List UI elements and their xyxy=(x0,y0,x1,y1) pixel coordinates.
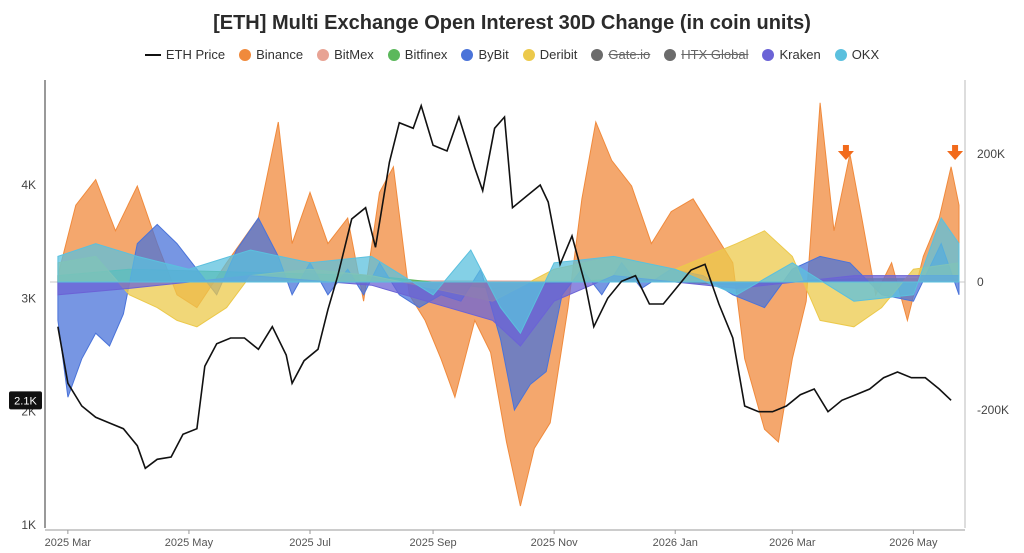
legend-swatch xyxy=(522,48,535,61)
legend-label: ByBit xyxy=(478,47,509,62)
legend-label: OKX xyxy=(851,47,880,62)
current-price-label: 2.1K xyxy=(14,395,37,407)
legend-swatch xyxy=(762,48,775,61)
legend-item-bybit[interactable]: ByBit xyxy=(461,47,509,62)
legend-swatch xyxy=(317,48,330,61)
legend-label: ETH Price xyxy=(165,47,226,62)
left-tick-label: 3K xyxy=(21,291,36,305)
x-tick-label: 2026 Jan xyxy=(653,537,698,549)
legend-swatch xyxy=(461,48,474,61)
legend-swatch xyxy=(591,48,604,61)
arrow-marker-stem xyxy=(952,145,959,151)
legend-swatch xyxy=(144,53,161,56)
series-area-okx xyxy=(57,216,960,335)
legend-label: Binance xyxy=(256,47,304,62)
legend-item-eth-price[interactable]: ETH Price xyxy=(144,47,226,62)
legend-label: Deribit xyxy=(539,47,578,62)
legend-label: Gate.io xyxy=(608,47,651,62)
x-tick-label: 2025 Mar xyxy=(45,537,92,549)
legend-swatch xyxy=(387,48,400,61)
arrow-marker-2 xyxy=(947,145,964,160)
legend-item-bitfinex[interactable]: Bitfinex xyxy=(387,47,448,62)
x-tick-label: 2025 Nov xyxy=(531,537,579,549)
area-series-group xyxy=(57,102,960,507)
current-price-badge xyxy=(9,391,42,410)
legend-swatch xyxy=(834,48,847,61)
legend: ETH Price Binance BitMex Bitfinex ByBit Derib… xyxy=(0,47,1024,62)
x-tick-label: 2025 Jul xyxy=(289,537,331,549)
legend-label: Bitfinex xyxy=(404,47,448,62)
legend-label: HTX Global xyxy=(681,47,749,62)
right-tick-label: 0 xyxy=(977,275,984,289)
x-tick-label: 2025 Sep xyxy=(410,537,457,549)
left-tick-label: 1K xyxy=(21,518,36,532)
legend-item-deribit[interactable]: Deribit xyxy=(522,47,578,62)
right-tick-label: -200K xyxy=(977,403,1009,417)
left-tick-label: 4K xyxy=(21,178,36,192)
x-tick-label: 2025 May xyxy=(165,537,214,549)
right-tick-label: 200K xyxy=(977,147,1005,161)
legend-swatch xyxy=(664,48,677,61)
legend-item-gate-io[interactable]: Gate.io xyxy=(591,47,650,62)
legend-item-htx-global[interactable]: HTX Global xyxy=(664,47,748,62)
legend-item-kraken[interactable]: Kraken xyxy=(762,47,821,62)
x-tick-label: 2026 Mar xyxy=(769,537,816,549)
chart-title: [ETH] Multi Exchange Open Interest 30D C… xyxy=(213,12,811,34)
legend-item-okx[interactable]: OKX xyxy=(834,47,880,62)
arrow-marker-1 xyxy=(837,145,854,160)
legend-label: Kraken xyxy=(779,47,821,62)
legend-item-bitmex[interactable]: BitMex xyxy=(317,47,374,62)
arrow-marker-stem xyxy=(842,145,849,151)
arrow-marker-head xyxy=(947,151,964,160)
arrow-marker-head xyxy=(837,151,854,160)
eth-price-line xyxy=(57,103,952,470)
legend-item-binance[interactable]: Binance xyxy=(239,47,303,62)
legend-label: BitMex xyxy=(334,47,374,62)
legend-swatch xyxy=(239,48,252,61)
x-tick-label: 2026 May xyxy=(889,537,938,549)
